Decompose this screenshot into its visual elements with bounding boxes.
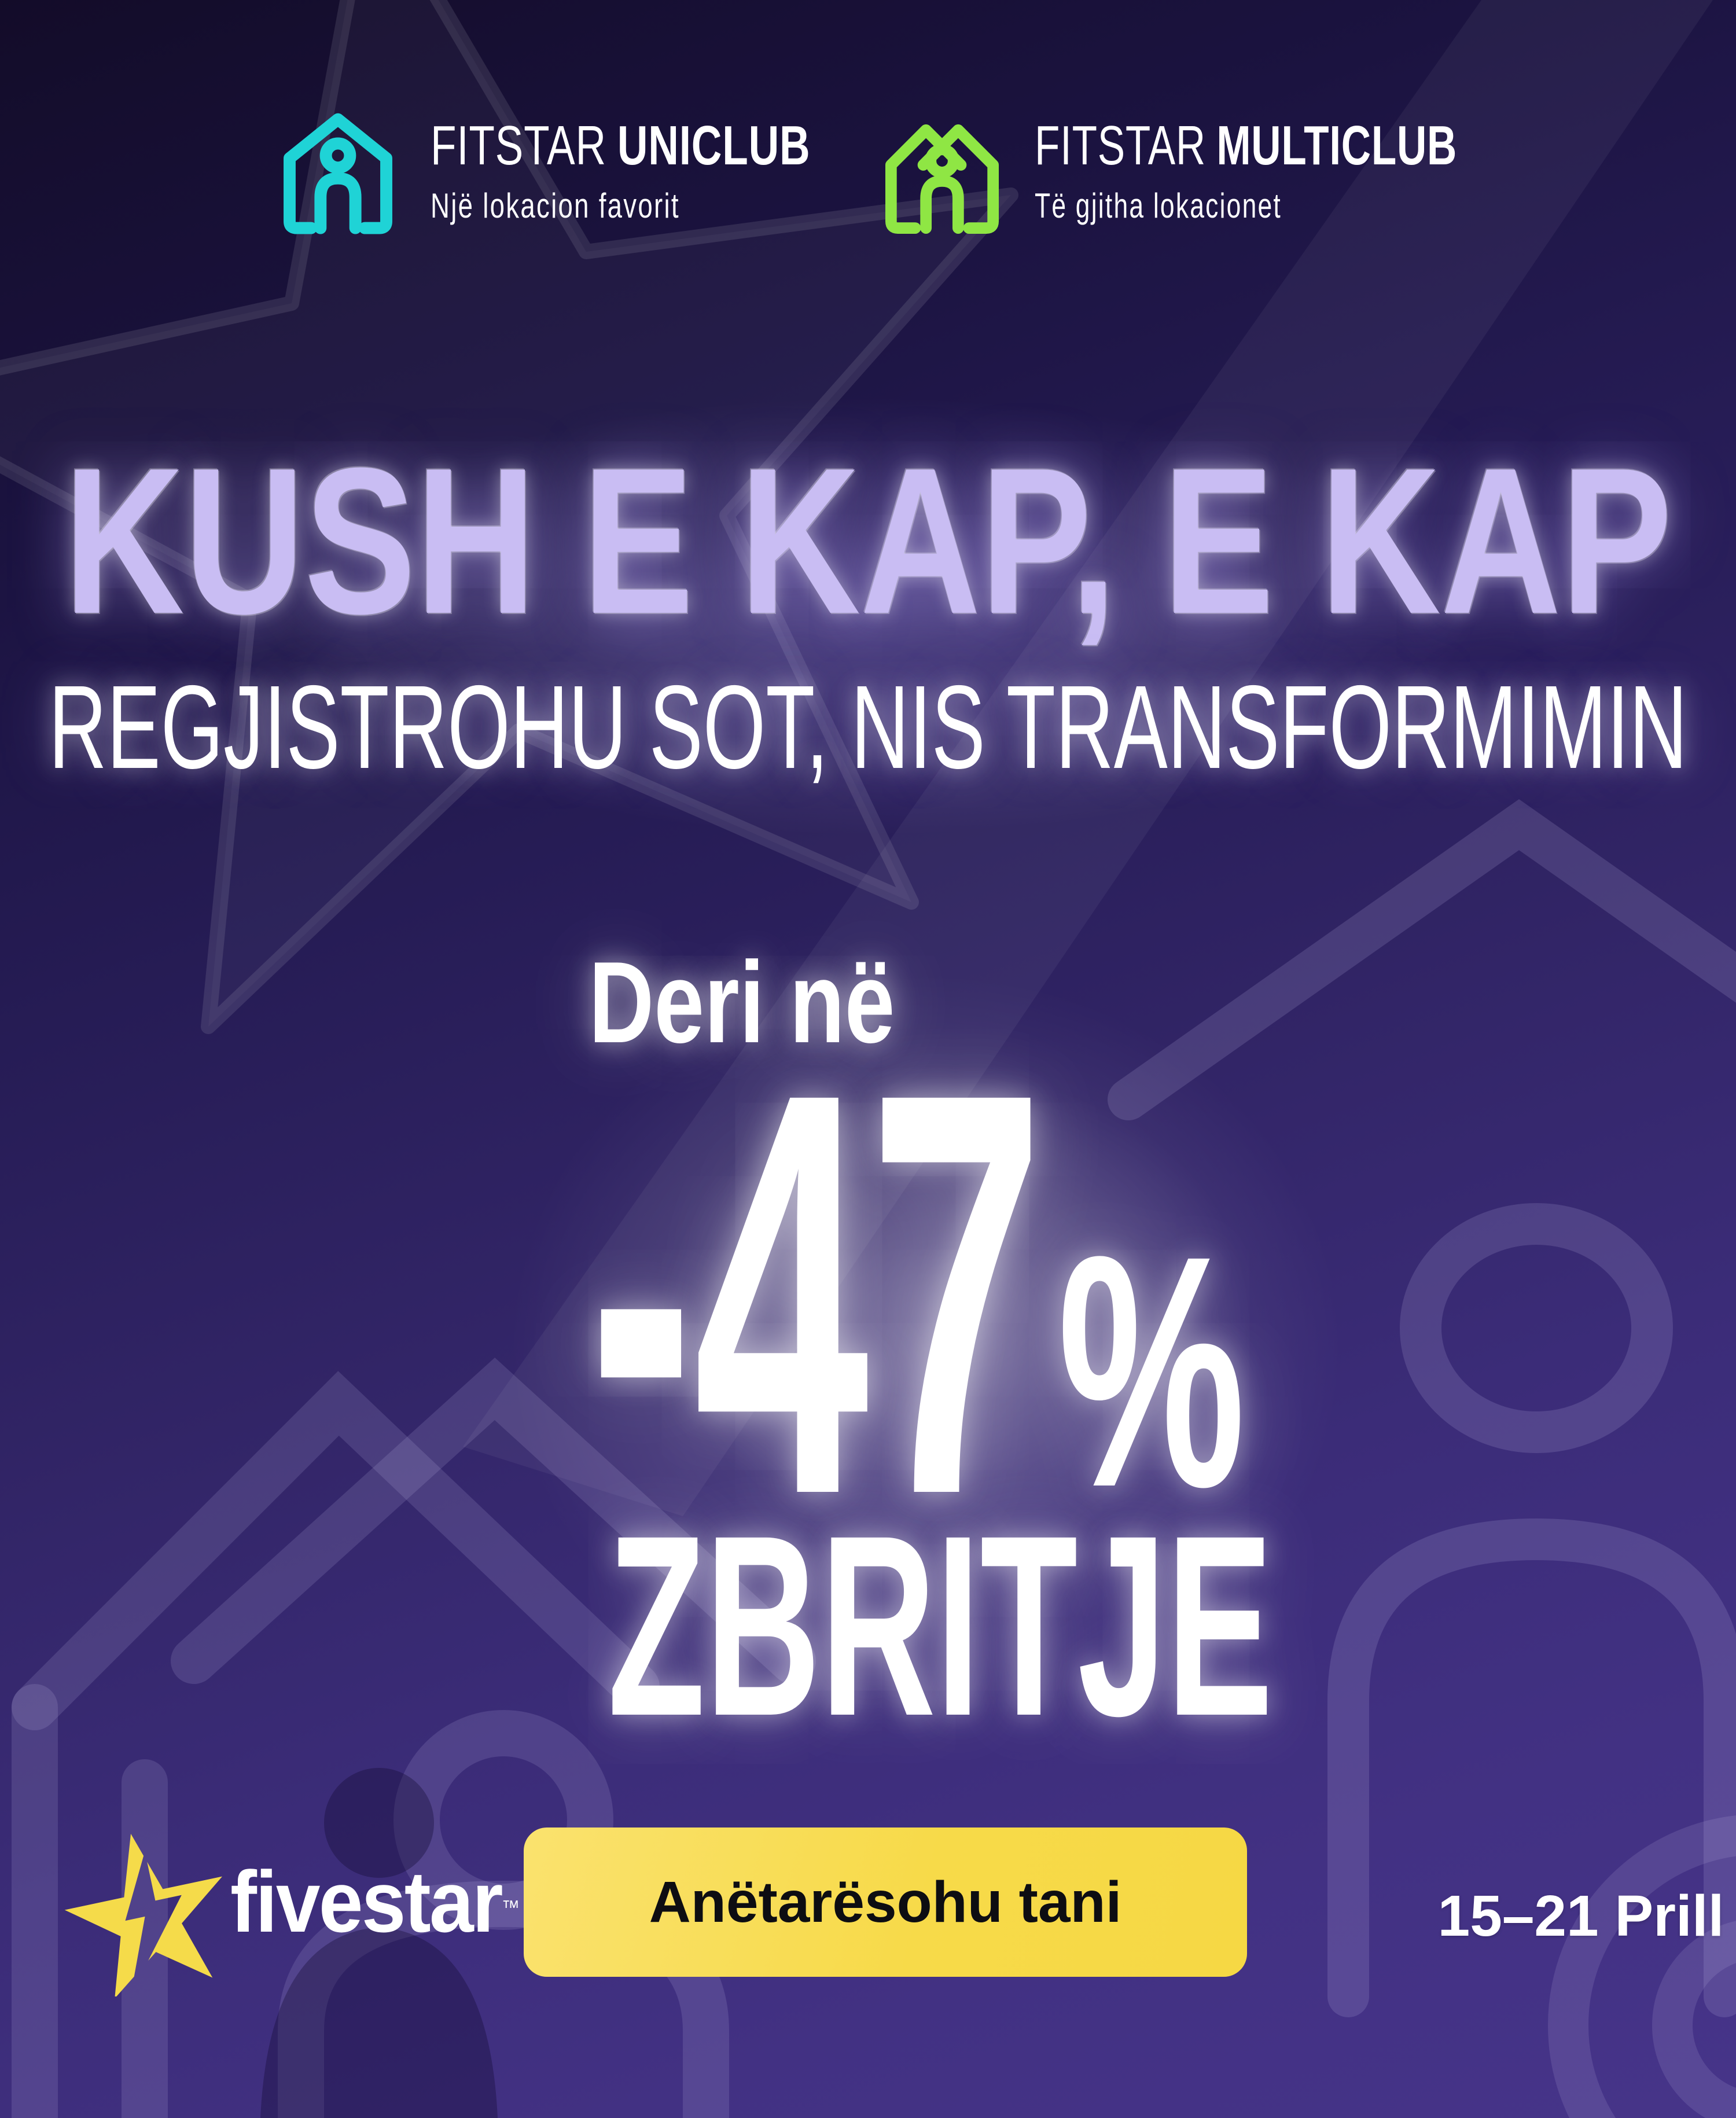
- discount-value: -47: [589, 973, 1044, 1613]
- discount-label: ZBRITJE: [608, 1482, 1273, 1770]
- fivestar-logo: fivestar™: [64, 1829, 520, 1996]
- cta-button[interactable]: Anëtarësohu tani: [524, 1827, 1247, 1977]
- uniclub-title: FITSTAR UNICLUB: [431, 118, 810, 174]
- uniclub-tagline: Një lokacion favorit: [431, 186, 680, 225]
- uniclub-brand: FITSTAR: [431, 115, 606, 176]
- multiclub-club-name: MULTICLUB: [1216, 115, 1458, 176]
- discount-lead-in: Deri në: [589, 938, 895, 1067]
- fivestar-star-icon: [64, 1833, 223, 1996]
- trademark-symbol: ™: [501, 1896, 520, 1919]
- headline: KUSH E KAP, E KAP: [64, 425, 1672, 657]
- background-rings: [1548, 1815, 1736, 2118]
- fivestar-brand-text: fivestar: [230, 1853, 503, 1950]
- multiclub-logo: FITSTAR MULTICLUB Të gjitha lokacionet: [875, 102, 1606, 236]
- multiclub-house-icon: [885, 124, 999, 234]
- fivestar-wordmark: fivestar™: [230, 1858, 520, 1945]
- multiclub-title: FITSTAR MULTICLUB: [1035, 118, 1457, 174]
- subheadline: REGJISTROHU SOT, NIS TRANSFORMIMIN: [48, 661, 1688, 793]
- uniclub-club-name: UNICLUB: [617, 115, 811, 176]
- multiclub-tagline: Të gjitha lokacionet: [1035, 186, 1282, 225]
- uniclub-house-icon: [284, 113, 392, 234]
- date-range: 15–21 Prill: [1437, 1884, 1724, 1948]
- percent-sign: %: [1057, 1187, 1246, 1556]
- multiclub-brand: FITSTAR: [1035, 115, 1206, 176]
- cta-label: Anëtarësohu tani: [649, 1869, 1122, 1935]
- uniclub-logo: FITSTAR UNICLUB Një lokacion favorit: [271, 102, 930, 236]
